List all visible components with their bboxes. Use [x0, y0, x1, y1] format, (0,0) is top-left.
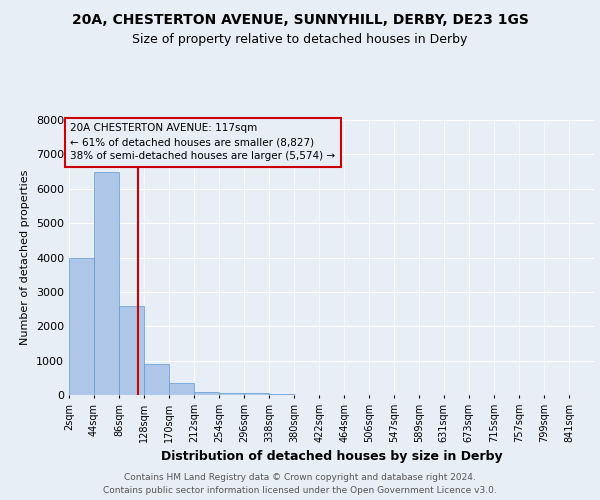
- Y-axis label: Number of detached properties: Number of detached properties: [20, 170, 31, 345]
- Bar: [194, 392, 219, 395]
- Bar: [144, 364, 169, 395]
- Bar: [169, 383, 194, 395]
- X-axis label: Distribution of detached houses by size in Derby: Distribution of detached houses by size …: [161, 450, 502, 464]
- Bar: [94, 172, 119, 395]
- Text: Contains public sector information licensed under the Open Government Licence v3: Contains public sector information licen…: [103, 486, 497, 495]
- Bar: [269, 394, 294, 395]
- Text: Contains HM Land Registry data © Crown copyright and database right 2024.: Contains HM Land Registry data © Crown c…: [124, 472, 476, 482]
- Text: Size of property relative to detached houses in Derby: Size of property relative to detached ho…: [133, 32, 467, 46]
- Bar: [219, 394, 244, 395]
- Text: 20A, CHESTERTON AVENUE, SUNNYHILL, DERBY, DE23 1GS: 20A, CHESTERTON AVENUE, SUNNYHILL, DERBY…: [71, 12, 529, 26]
- Bar: [244, 394, 269, 395]
- Bar: [69, 258, 94, 395]
- Bar: [119, 306, 144, 395]
- Text: 20A CHESTERTON AVENUE: 117sqm
← 61% of detached houses are smaller (8,827)
38% o: 20A CHESTERTON AVENUE: 117sqm ← 61% of d…: [70, 124, 335, 162]
